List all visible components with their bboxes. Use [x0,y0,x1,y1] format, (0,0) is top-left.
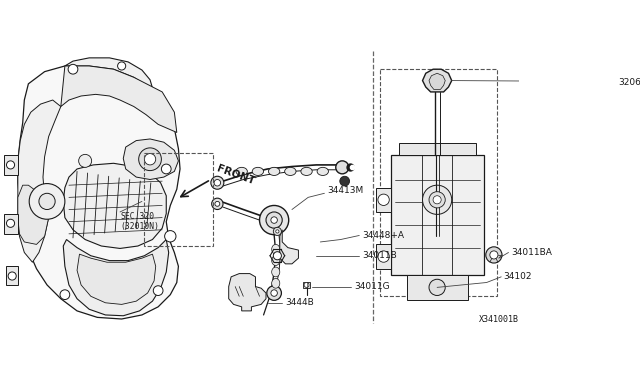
Polygon shape [63,240,169,316]
Circle shape [271,217,277,223]
Circle shape [139,148,161,171]
Circle shape [259,205,289,235]
Text: 3444B: 3444B [285,298,314,307]
Polygon shape [18,100,61,262]
Circle shape [60,290,70,299]
Text: FRONT: FRONT [215,163,256,186]
Ellipse shape [268,167,280,176]
Circle shape [422,185,452,214]
Polygon shape [77,254,156,304]
Polygon shape [18,66,180,319]
Text: 34011G: 34011G [355,282,390,291]
Circle shape [429,192,445,208]
Polygon shape [4,214,18,234]
Circle shape [486,247,502,263]
Circle shape [161,164,171,174]
Circle shape [378,194,389,205]
Ellipse shape [301,167,312,176]
Circle shape [266,212,282,228]
Ellipse shape [285,167,296,176]
Polygon shape [61,66,177,132]
Circle shape [215,201,220,206]
Polygon shape [18,185,49,244]
Circle shape [8,272,16,280]
Polygon shape [429,73,445,90]
Circle shape [153,286,163,295]
Polygon shape [280,230,298,264]
Circle shape [273,252,282,260]
Text: 34448+A: 34448+A [362,231,404,240]
Circle shape [340,176,349,186]
Circle shape [336,161,349,174]
Circle shape [378,251,389,262]
Polygon shape [63,163,166,248]
Circle shape [211,176,224,189]
Ellipse shape [272,256,280,266]
Circle shape [29,183,65,219]
Circle shape [145,154,156,165]
Circle shape [6,219,15,227]
Ellipse shape [236,167,247,176]
Circle shape [429,279,445,295]
Polygon shape [4,155,18,174]
Text: 34011BA: 34011BA [511,248,552,257]
Circle shape [118,62,125,70]
Circle shape [214,180,221,186]
Ellipse shape [272,279,280,288]
Circle shape [433,196,441,204]
Text: X341001B: X341001B [479,314,518,324]
Text: 34102: 34102 [503,272,531,281]
Polygon shape [391,155,484,275]
Circle shape [79,154,92,167]
Circle shape [276,230,279,233]
Text: SEC.320
(32010N): SEC.320 (32010N) [120,212,159,231]
Text: 34011B: 34011B [362,251,397,260]
Polygon shape [303,282,310,288]
Circle shape [271,290,277,296]
Circle shape [212,198,223,209]
Polygon shape [228,273,266,311]
Circle shape [304,282,309,288]
Circle shape [6,161,15,169]
Ellipse shape [317,167,328,176]
Circle shape [164,231,176,242]
Circle shape [490,251,498,259]
Ellipse shape [252,167,264,176]
Polygon shape [407,275,468,299]
Polygon shape [376,244,391,269]
Polygon shape [376,187,391,212]
Circle shape [68,64,78,74]
Ellipse shape [272,267,280,277]
Text: 34413M: 34413M [327,186,363,195]
Polygon shape [422,69,452,92]
Circle shape [267,286,282,300]
Polygon shape [399,143,476,155]
Ellipse shape [272,244,280,254]
Polygon shape [6,266,18,285]
Circle shape [273,227,282,235]
Text: 32065: 32065 [618,78,640,87]
Polygon shape [124,139,179,180]
Circle shape [39,193,55,209]
Polygon shape [65,58,154,93]
